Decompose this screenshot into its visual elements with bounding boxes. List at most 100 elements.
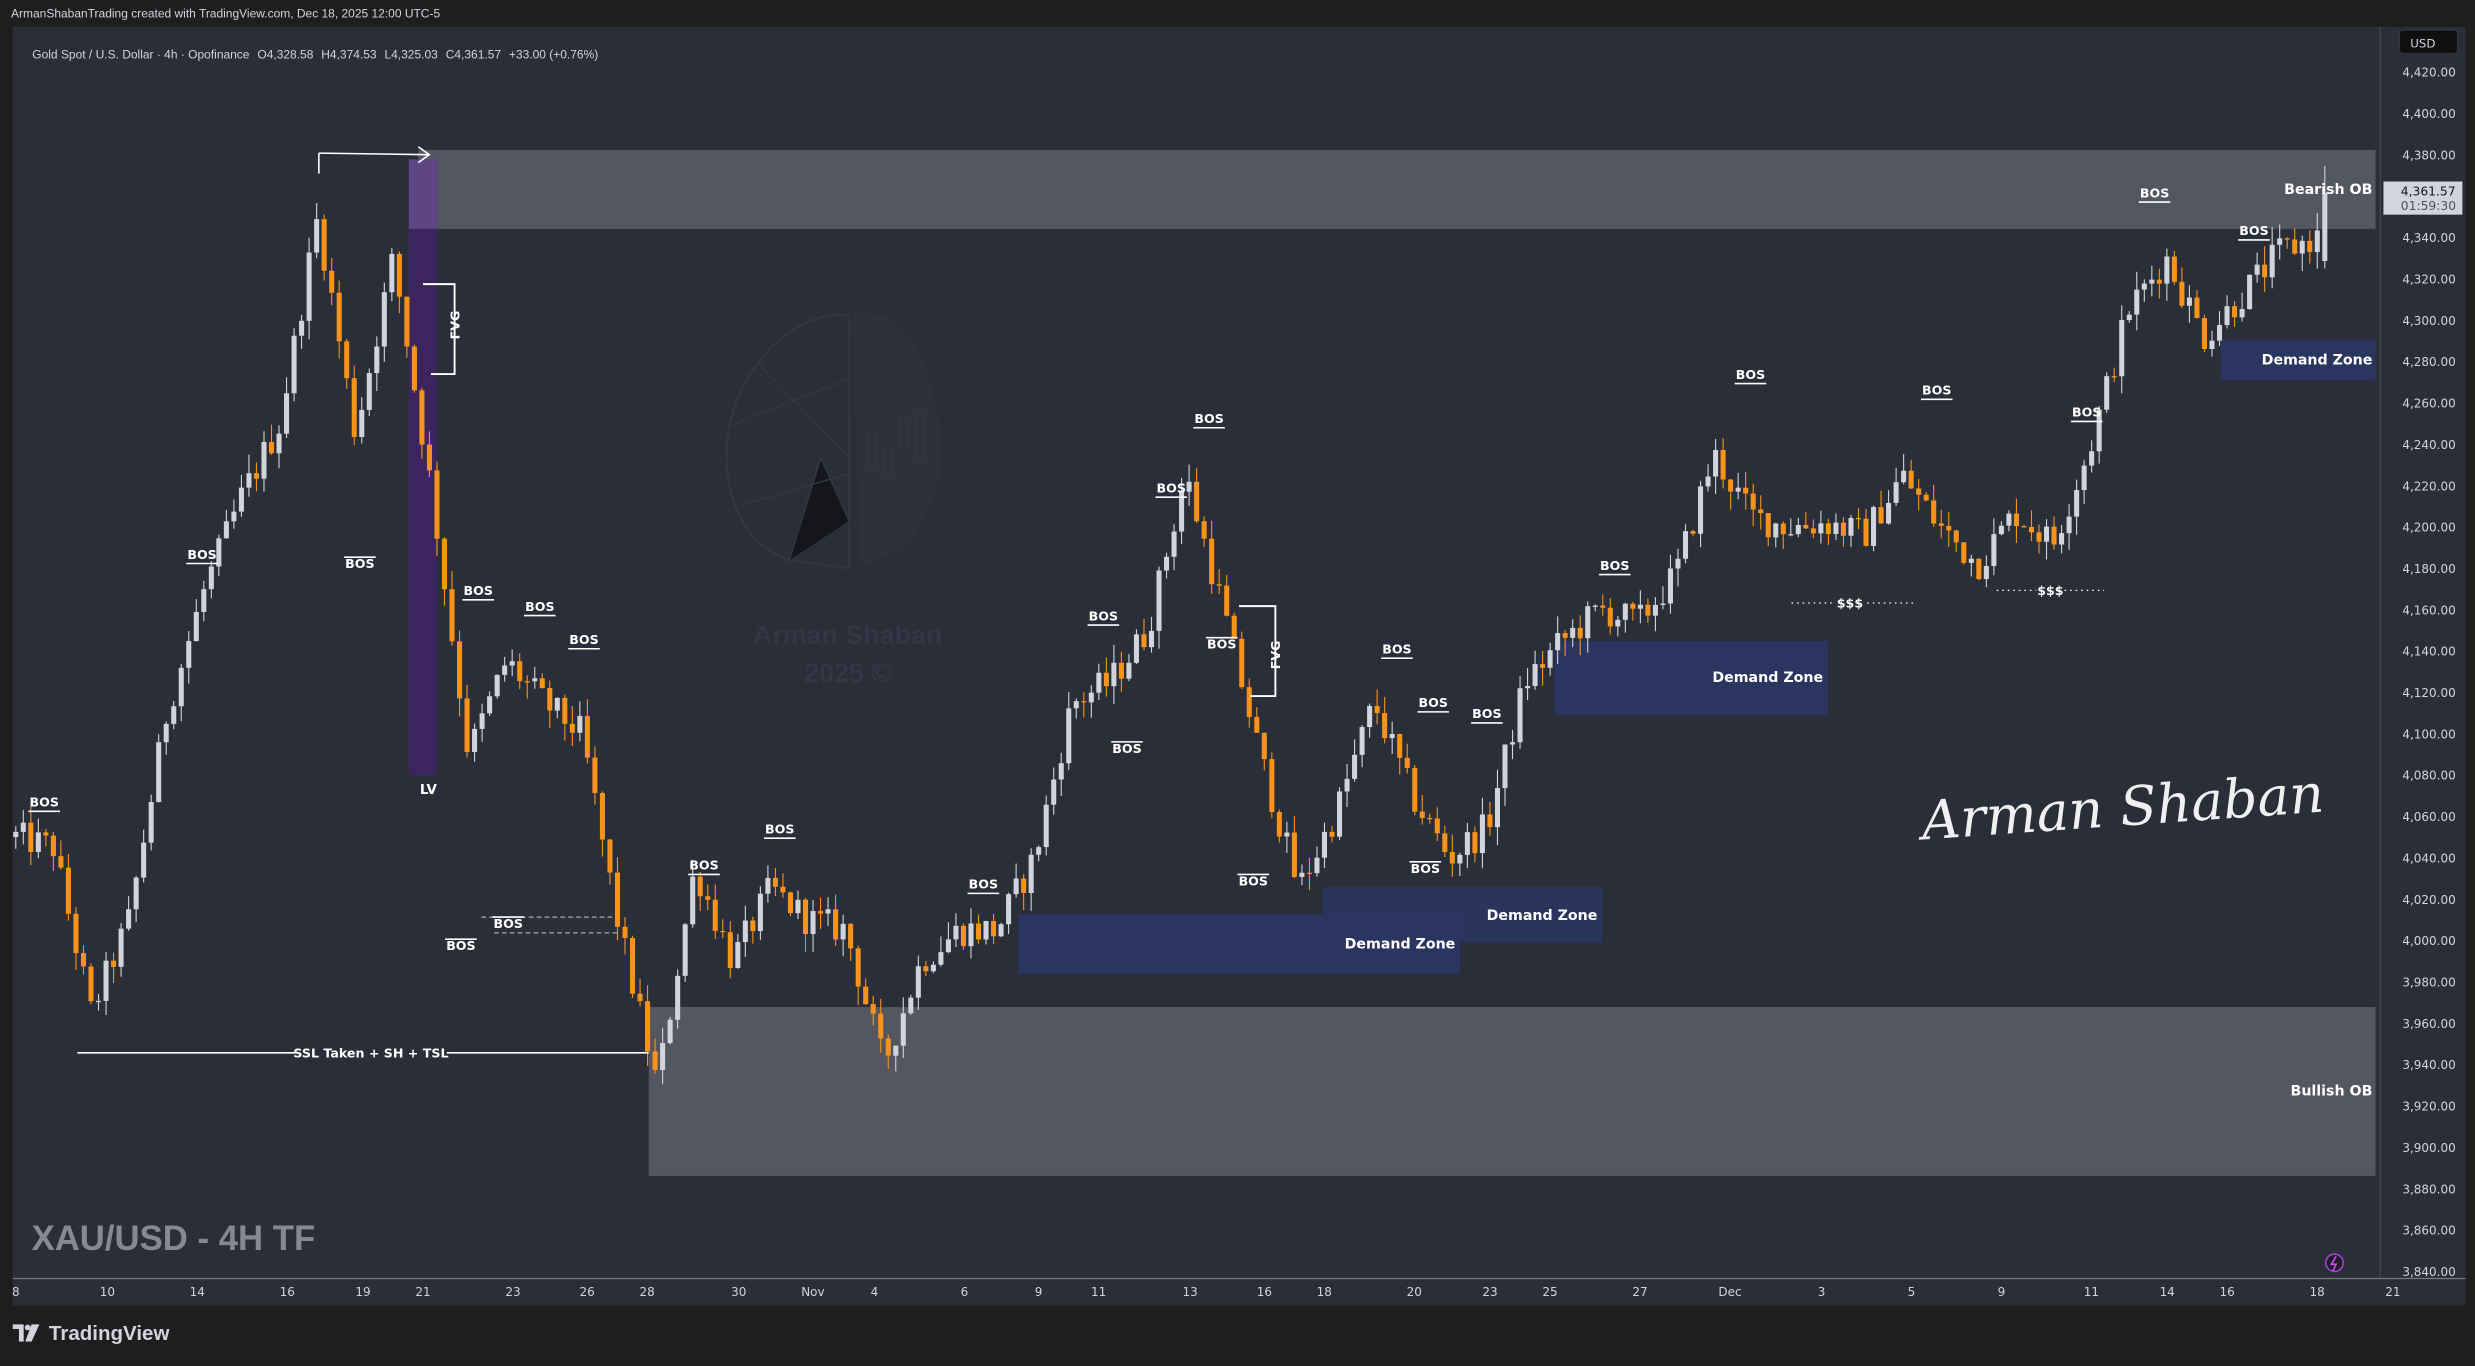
bos-label: BOS xyxy=(1419,695,1448,710)
candle xyxy=(118,922,124,977)
bos-labels-group: BOS BOS BOS BOS BOS BOS BOS BOS BOS BOS BOS BOS BOS B… xyxy=(28,185,2270,953)
candle xyxy=(441,536,448,606)
symbol-legend[interactable]: Gold Spot / U.S. Dollar · 4h · Opofinanc… xyxy=(19,33,606,76)
liquidity-label-2: $$$ xyxy=(2037,583,2063,598)
candle xyxy=(1284,821,1290,854)
bos-label: BOS xyxy=(1194,411,1223,426)
bos-label: BOS xyxy=(2140,185,2169,200)
bos-label: BOS xyxy=(1089,608,1118,623)
candle xyxy=(2254,252,2260,283)
price-tick-label: 4,140.00 xyxy=(2402,645,2455,659)
candle xyxy=(1352,739,1358,782)
ohlc-open: O4,328.58 xyxy=(257,47,314,62)
candle xyxy=(1502,744,1508,806)
candle xyxy=(2021,524,2027,528)
candles-group xyxy=(13,165,2328,1085)
candle xyxy=(58,840,64,870)
candle xyxy=(705,884,711,911)
price-tick-label: 4,100.00 xyxy=(2402,727,2455,741)
candle xyxy=(1690,529,1696,537)
candle xyxy=(80,945,87,975)
candle xyxy=(1457,852,1463,877)
candle xyxy=(577,701,583,742)
candle xyxy=(1675,548,1681,587)
candle xyxy=(975,914,982,944)
candle xyxy=(2194,290,2200,319)
time-tick-label: 16 xyxy=(2220,1285,2235,1299)
candle xyxy=(2179,267,2185,309)
ohlc-low: L4,325.03 xyxy=(384,47,438,62)
candle xyxy=(1449,834,1455,877)
candle xyxy=(1863,509,1869,547)
ohlc-change: +33.00 (+0.76%) xyxy=(508,47,599,62)
candle xyxy=(1652,597,1658,632)
demand-zone-4[interactable] xyxy=(2220,339,2376,381)
candle xyxy=(1893,467,1899,507)
candle xyxy=(1983,555,1989,588)
candle xyxy=(1186,464,1192,506)
time-tick-label: 19 xyxy=(355,1285,370,1299)
candle xyxy=(1953,529,1959,553)
time-tick-label: 28 xyxy=(640,1285,655,1299)
candle xyxy=(419,388,425,459)
candle xyxy=(780,873,786,898)
demand-zone-2-label: Demand Zone xyxy=(1487,908,1598,924)
fvg-label-2: FVG xyxy=(1268,641,1283,670)
candle xyxy=(1096,663,1102,700)
candle xyxy=(1051,767,1057,815)
time-tick-label: 26 xyxy=(580,1285,595,1299)
candle xyxy=(509,649,515,677)
candle xyxy=(1803,511,1809,529)
candle xyxy=(291,328,297,402)
bos-marker: BOS xyxy=(1598,558,1631,576)
currency-box[interactable] xyxy=(2398,29,2459,55)
bos-label: BOS xyxy=(1736,367,1765,382)
candle xyxy=(171,700,177,730)
candle xyxy=(1103,657,1109,697)
candle xyxy=(2089,440,2095,473)
bos-label: BOS xyxy=(1156,480,1185,495)
candle xyxy=(1487,801,1493,836)
candle xyxy=(261,431,267,492)
tradingview-logo[interactable]: TradingView xyxy=(12,1321,170,1345)
price-axis-ticks[interactable]: 4,420.00 4,400.00 4,380.00 4,340.00 4,320.00… xyxy=(2402,66,2455,1279)
candle xyxy=(1961,542,1967,565)
candle xyxy=(1818,510,1824,544)
time-axis-ticks[interactable]: 8 10 14 16 19 21 23 26 28 30 Nov 4 6 9 11 13 16 18 20 23 25 2… xyxy=(12,1285,2401,1299)
candle xyxy=(584,699,590,764)
bearish-ob-label: Bearish OB xyxy=(2284,182,2372,198)
candle xyxy=(2292,228,2298,256)
bullish-ob-zone[interactable] xyxy=(648,1007,2376,1176)
candle xyxy=(539,673,545,689)
candle xyxy=(389,247,395,302)
bos-marker: BOS xyxy=(1111,741,1143,756)
candle xyxy=(381,282,387,362)
candle xyxy=(1254,707,1260,733)
candle xyxy=(2277,224,2283,260)
candle xyxy=(2134,271,2140,331)
candle xyxy=(1667,554,1673,614)
candle xyxy=(13,826,19,849)
candle xyxy=(336,280,342,359)
demand-zone-3[interactable] xyxy=(1554,640,1828,716)
lightning-icon[interactable] xyxy=(2325,1253,2344,1273)
candle xyxy=(2126,311,2132,323)
time-tick-label: 14 xyxy=(190,1285,205,1299)
demand-zone-2[interactable] xyxy=(1322,887,1603,943)
price-tick-label: 3,960.00 xyxy=(2402,1017,2455,1031)
candle xyxy=(329,257,335,306)
candle xyxy=(1600,594,1606,616)
candle xyxy=(156,734,162,803)
bearish-ob-zone[interactable] xyxy=(418,149,2376,229)
candle xyxy=(660,1027,666,1085)
candle xyxy=(1021,874,1027,911)
candle xyxy=(2284,237,2290,249)
candle xyxy=(276,425,282,469)
candle xyxy=(1848,514,1854,547)
candle xyxy=(253,462,259,492)
price-tick-label: 3,840.00 xyxy=(2402,1265,2455,1279)
lv-zone[interactable] xyxy=(408,159,438,776)
candle xyxy=(1931,484,1937,527)
candle xyxy=(848,923,854,961)
